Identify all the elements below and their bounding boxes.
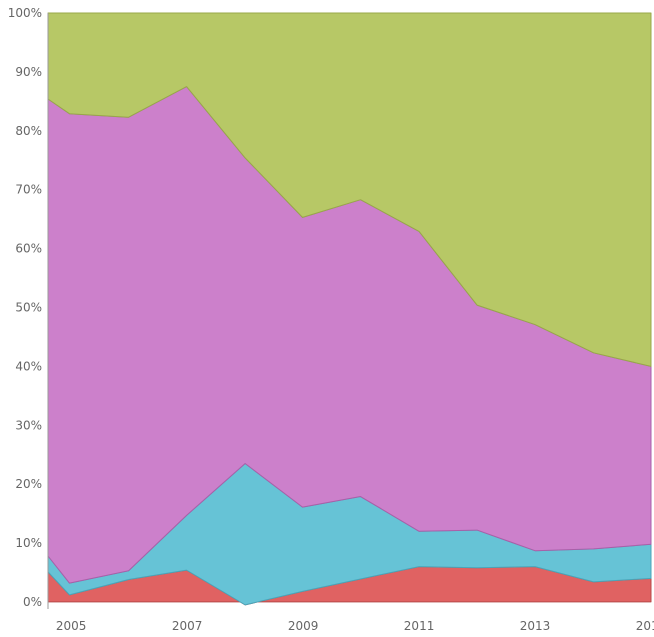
x-tick-label: 2013: [520, 619, 551, 633]
y-tick-label: 20%: [15, 477, 42, 491]
y-tick-label: 90%: [15, 65, 42, 79]
y-axis-tick-labels: 0% 10% 20% 30% 40% 50% 60% 70% 80% 90% 100%: [8, 6, 42, 609]
x-tick-label: 2007: [172, 619, 203, 633]
y-tick-label: 60%: [15, 242, 42, 256]
y-tick-label: 40%: [15, 359, 42, 373]
y-tick-label: 50%: [15, 300, 42, 314]
x-tick-label: 2011: [404, 619, 435, 633]
area-layer: [47, 12, 652, 606]
x-axis-tick-labels: 2005 2007 2009 2011 2013 2015: [56, 619, 654, 633]
x-tick-label: 2015: [636, 619, 654, 633]
y-tick-label: 80%: [15, 124, 42, 138]
y-tick-label: 10%: [15, 536, 42, 550]
y-tick-label: 70%: [15, 183, 42, 197]
x-tick-label: 2009: [288, 619, 319, 633]
y-tick-label: 30%: [15, 418, 42, 432]
y-tick-label: 0%: [23, 595, 42, 609]
area-series-4: [47, 12, 652, 367]
x-tick-label: 2005: [56, 619, 87, 633]
y-tick-label: 100%: [8, 6, 42, 20]
